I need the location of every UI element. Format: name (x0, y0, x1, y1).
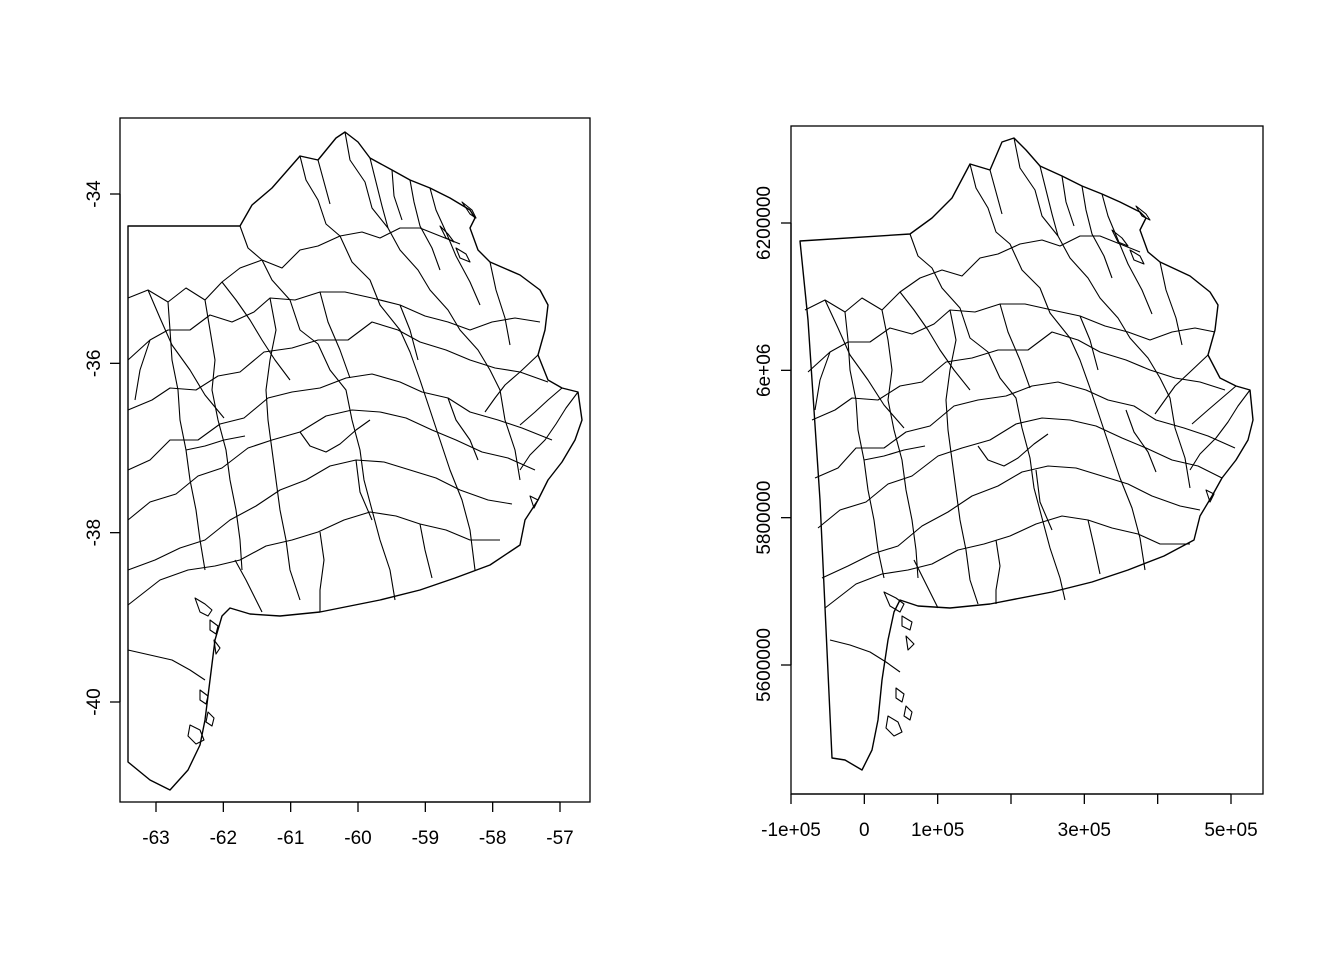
y-tick-label: -38 (84, 519, 105, 546)
y-tick-label: 5800000 (754, 481, 775, 555)
coastal-islands (187, 201, 539, 745)
province-map (127, 131, 583, 791)
x-tick-label: -1e+05 (761, 820, 821, 841)
y-tick-label: 6200000 (754, 186, 775, 260)
y-tick-label: -34 (84, 180, 105, 208)
x-tick-label: -59 (412, 828, 439, 849)
x-tick-label: 5e+05 (1204, 820, 1257, 841)
plot-frame (790, 125, 1264, 795)
x-tick-label: -62 (210, 828, 237, 849)
x-tick-label: -58 (479, 828, 506, 849)
y-tick-label: 6e+06 (754, 344, 775, 397)
x-tick-label: 1e+05 (911, 820, 964, 841)
y-tick-label: 5600000 (754, 628, 775, 702)
axes: -63 -62 -61 -60 -59 -58 -57 -34 -36 -38 -40 (84, 180, 574, 849)
province-map (799, 137, 1254, 771)
y-tick-label: -36 (84, 350, 105, 377)
x-tick-label: 0 (859, 820, 870, 841)
x-tick-label: -63 (142, 828, 169, 849)
map-panel-projected: -1e+05 0 1e+05 3e+05 5e+05 6200000 6e+06 580000… (754, 125, 1264, 841)
coastal-islands (883, 205, 1215, 737)
x-tick-label: -57 (546, 828, 573, 849)
map-panel-geographic: -63 -62 -61 -60 -59 -58 -57 -34 -36 -38 -40 (84, 117, 591, 849)
province-boundary (127, 131, 583, 791)
axes: -1e+05 0 1e+05 3e+05 5e+05 6200000 6e+06 580000… (754, 186, 1258, 841)
x-tick-label: -61 (277, 828, 304, 849)
y-tick-label: -40 (84, 688, 105, 715)
province-boundary (799, 137, 1254, 771)
district-lines (804, 137, 1251, 673)
x-tick-label: -60 (344, 828, 371, 849)
district-lines (127, 131, 579, 681)
x-tick-label: 3e+05 (1058, 820, 1111, 841)
